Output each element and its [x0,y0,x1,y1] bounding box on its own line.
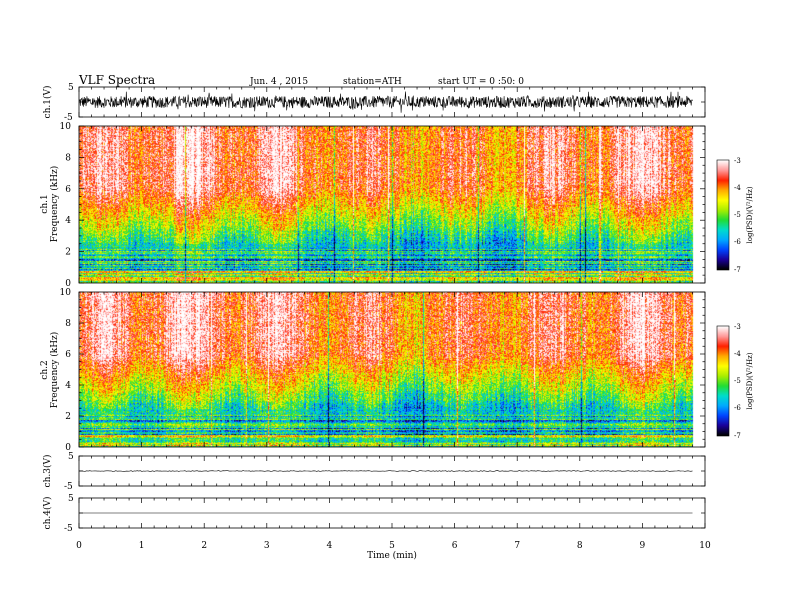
ch1-spectrogram-yticks: 0 2 4 6 8 10 [60,122,706,289]
ch3-waveform-ticks [78,455,706,487]
ch1-spectrogram-ylabel: Frequency (kHz) [49,166,60,243]
freq-tick-label: 0 [65,279,71,289]
x-axis-tick-label: 0 [76,541,82,551]
freq-tick-label: 2 [65,412,71,422]
ch1-colorbar-image-host [717,160,729,270]
x-axis-tick-label: 5 [389,541,395,551]
freq-tick-label: 10 [60,122,72,132]
ch2-colorbar: -3 -4 -5 -6 -7 log(PSD)(V²/Hz) [716,323,754,440]
ch1-waveform-trace [78,91,693,113]
ch3-waveform-ylabel: ch.3(V) [42,455,53,488]
ch1-colorbar: -3 -4 -5 -6 -7 log(PSD)(V²/Hz) [716,157,754,274]
ch3-waveform-trace [79,470,693,472]
ch2-colorbar-image [717,326,729,436]
ch2-colorbar-tick-m7: -7 [734,432,741,440]
ch1-colorbar-tick-m7: -7 [734,266,741,274]
freq-tick-label: 6 [65,350,71,360]
ch4-waveform-ylabel: ch.4(V) [42,497,53,530]
ch2-colorbar-tick-m6: -6 [734,404,741,412]
ch1-colorbar-tick-m4: -4 [734,184,741,192]
x-axis-tick-label: 9 [640,541,646,551]
x-axis-label: Time (min) [367,550,417,561]
ch2-spectrogram-image-host [79,292,705,447]
ch2-colorbar-tick-m5: -5 [734,377,741,385]
figure-title: VLF Spectra [78,73,155,87]
ch1-colorbar-tick-m3: -3 [734,157,741,165]
x-axis-tick-label: 2 [201,541,207,551]
ch2-spectrogram-yticks: 0 2 4 6 8 10 [60,288,706,453]
x-axis-tick-label: 10 [699,541,711,551]
ch2-spectrogram-channel-label: ch.2 [40,360,50,379]
ch4-ytick-bottom: -5 [64,524,73,534]
ch1-spectrogram-panel: 0 2 4 6 8 10 ch.1 Frequency (kHz) -3 -4 -5 -6… [40,122,754,289]
ch2-spectrogram-panel: 0 2 4 6 8 10 ch.2 Frequency (kHz) -3 -4 -5 -6… [40,288,754,453]
ch2-colorbar-tick-m4: -4 [734,350,741,358]
ch3-ytick-bottom: -5 [64,482,73,492]
ch1-waveform-ylabel: ch.1(V) [42,86,53,119]
freq-tick-label: 10 [60,288,72,298]
x-axis-tick-labels: 0 1 2 3 4 5 6 7 8 9 10 [76,541,711,551]
start-ut-label: start UT = 0 :50: 0 [438,77,524,87]
freq-tick-label: 6 [65,185,71,195]
date-label: Jun. 4 , 2015 [249,77,308,87]
x-axis-tick-label: 3 [264,541,270,551]
ch1-waveform-panel: 5 -5 ch.1(V) [42,83,706,123]
ch4-waveform-panel: 5 -5 ch.4(V) [42,494,706,534]
ch1-spectrogram-image-host [79,126,705,283]
x-axis-tick-label: 6 [452,541,458,551]
ch3-ytick-top: 5 [68,452,74,462]
ch3-waveform-panel: 5 -5 ch.3(V) [42,452,706,492]
x-axis-tick-label: 4 [327,541,333,551]
x-axis-tick-label: 1 [139,541,145,551]
freq-tick-label: 4 [65,216,71,226]
ch1-colorbar-image [717,160,729,270]
ch1-spectrogram-image [79,126,705,283]
ch2-colorbar-frame [716,325,730,437]
ch1-colorbar-frame [716,159,730,271]
ch2-spectrogram-ylabel: Frequency (kHz) [49,332,60,409]
ch1-spectrogram-channel-label: ch.1 [40,194,50,213]
ch1-colorbar-label: log(PSD)(V²/Hz) [746,186,754,243]
ch1-colorbar-tick-m6: -6 [734,238,741,246]
station-label: station=ATH [343,77,402,87]
ch1-ytick-bottom: -5 [64,113,73,123]
freq-tick-label: 8 [65,153,71,163]
ch4-ytick-top: 5 [68,494,74,504]
ch2-colorbar-label: log(PSD)(V²/Hz) [746,352,754,409]
ch4-waveform-ticks [78,497,706,529]
ch1-waveform-ticks [78,86,706,118]
x-axis-tick-label: 7 [514,541,520,551]
ch1-ytick-top: 5 [68,83,74,93]
freq-tick-label: 4 [65,381,71,391]
ch1-colorbar-tick-m5: -5 [734,211,741,219]
ch2-colorbar-image-host [717,326,729,436]
ch2-spectrogram-image [79,292,705,447]
freq-tick-label: 8 [65,319,71,329]
ch2-colorbar-tick-m3: -3 [734,323,741,331]
freq-tick-label: 0 [65,443,71,453]
x-axis-tick-label: 8 [577,541,583,551]
freq-tick-label: 2 [65,248,71,258]
